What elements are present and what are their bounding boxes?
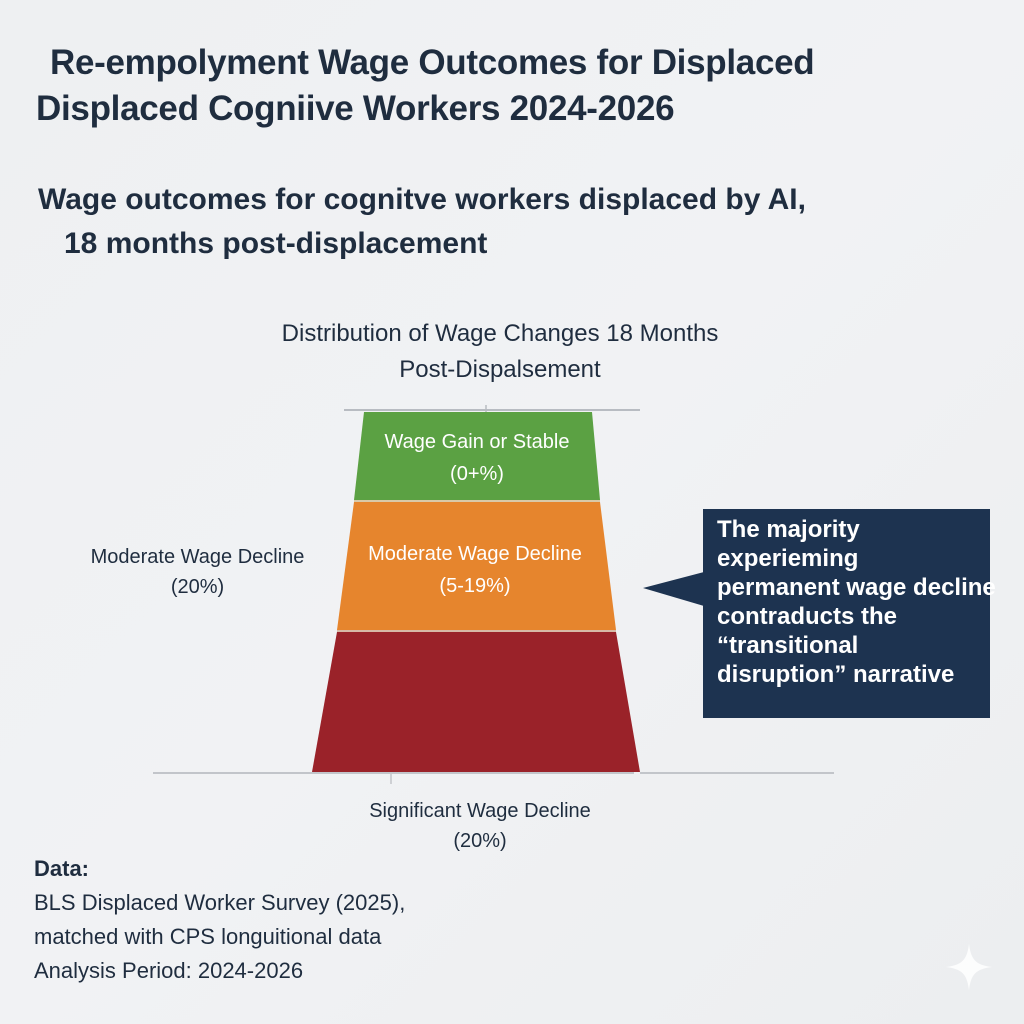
callout-line: disruption” narrative [717, 661, 955, 688]
chart-title-line-2: Post-Dispalsement [399, 356, 601, 383]
callout-line: experieming [717, 545, 859, 572]
footer-source-line-2: matched with CPS longuitional data [34, 924, 382, 949]
callout-line: permanent wage decline [717, 574, 996, 601]
bottom-label-significant-decline: Significant Wage Decline (20%) [330, 796, 630, 856]
segment-significant-decline[interactable] [312, 632, 640, 772]
segment-name: Moderate Wage Decline [368, 543, 582, 565]
left-label-name: Moderate Wage Decline [90, 546, 305, 568]
subtitle-line-2: 18 months post-displacement [64, 227, 488, 260]
chart-title-line-1: Distribution of Wage Changes 18 Months [281, 320, 719, 347]
callout-pointer [643, 572, 704, 606]
callout-line: The majority [717, 516, 860, 543]
left-label-moderate-decline: Moderate Wage Decline (20%) [60, 542, 335, 602]
sparkle-icon [946, 944, 992, 990]
segment-range: (5-19%) [439, 575, 511, 597]
footer-source-line-1: BLS Displaced Worker Survey (2025), [34, 890, 406, 915]
page-subtitle: Wage outcomes for cognitve workers displ… [38, 178, 998, 266]
callout-line: “transitional [717, 632, 859, 659]
callout-line: contraducts the [717, 603, 898, 630]
callout-box: The majority experieming permanent wage … [703, 509, 996, 718]
segment-range: (0+%) [450, 463, 504, 485]
bottom-label-name: Significant Wage Decline [369, 800, 591, 822]
left-label-value: (20%) [170, 576, 225, 598]
segment-moderate-decline[interactable] [337, 502, 616, 630]
segment-name: Wage Gain or Stable [384, 431, 570, 453]
footer-period: Analysis Period: 2024-2026 [34, 958, 304, 983]
footer-heading: Data: [34, 856, 90, 881]
bottom-label-value: (20%) [453, 830, 507, 852]
title-line-2: Displaced Cogniive Workers 2024-2026 [36, 89, 675, 128]
title-line-1: Re-empolyment Wage Outcomes for Displace… [50, 43, 815, 82]
segment-label-moderate-decline: Moderate Wage Decline (5-19%) [340, 538, 610, 602]
segment-label-wage-gain: Wage Gain or Stable (0+%) [354, 426, 600, 490]
data-source-footer: Data: BLS Displaced Worker Survey (2025)… [34, 852, 405, 988]
page-title: Re-empolyment Wage Outcomes for Displace… [36, 40, 936, 132]
chart-title: Distribution of Wage Changes 18 Months P… [200, 316, 800, 388]
subtitle-line-1: Wage outcomes for cognitve workers displ… [38, 183, 806, 216]
segment-wage-gain[interactable] [354, 412, 600, 500]
